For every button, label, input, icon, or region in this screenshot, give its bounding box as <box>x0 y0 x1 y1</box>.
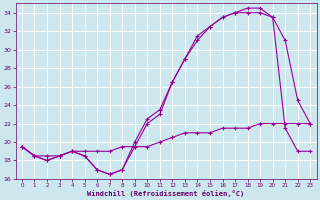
X-axis label: Windchill (Refroidissement éolien,°C): Windchill (Refroidissement éolien,°C) <box>87 190 245 197</box>
